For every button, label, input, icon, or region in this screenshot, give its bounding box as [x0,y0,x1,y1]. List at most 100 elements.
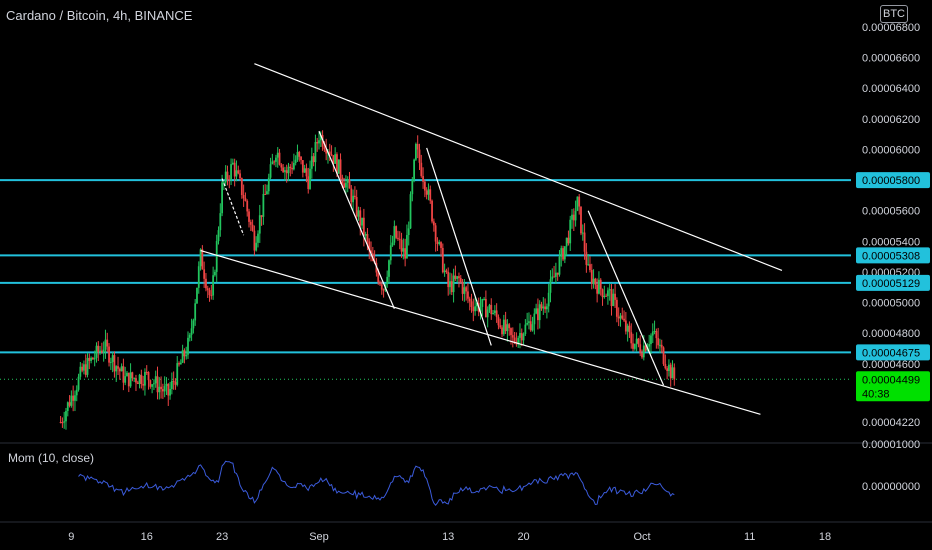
candle-body [511,335,514,338]
candle-body [583,232,586,252]
candle-body [608,289,611,291]
candle-body [407,228,410,236]
candle-body [253,230,256,251]
candle-body [447,271,450,288]
candle-body [249,221,252,225]
candle-body [454,275,457,279]
candle-body [174,382,177,385]
candle-body [144,371,146,386]
candle-body [553,276,555,278]
candle-body [501,327,503,335]
candle-body [666,368,669,372]
trend-line[interactable] [254,63,783,271]
candle-body [605,295,608,297]
candle-body [307,176,310,189]
candle-body [201,249,204,270]
candle-body [599,279,602,290]
candle-body [574,210,577,221]
candle-body [104,339,107,350]
candle-body [237,170,240,174]
candle-body [251,224,254,231]
candle-body [187,337,189,355]
candle-body [431,200,433,222]
candle-body [547,292,550,307]
candle-body [127,372,130,387]
candle-body [275,157,277,162]
candle-body [88,357,91,361]
level-price-label: 0.00004675 [862,347,920,359]
candle-body [499,325,502,328]
candle-body [563,246,566,260]
candle-body [432,221,435,226]
candle-body [624,320,627,332]
candle-body [221,182,223,214]
candle-body [328,151,331,155]
candle-body [305,168,308,177]
candle-body [178,363,180,365]
candle-body [353,195,356,198]
price-tick-label: 0.00005000 [862,298,920,310]
trend-line[interactable] [587,210,665,386]
trend-line[interactable] [426,147,492,346]
candle-body [248,211,250,222]
candle-body [140,374,143,385]
candle-body [231,162,234,165]
candle-body [508,324,511,329]
candle-body [276,152,279,158]
candle-body [210,295,213,297]
candle-body [668,364,670,372]
candle-body [519,332,521,338]
candle-body [592,278,595,284]
candle-body [246,200,249,212]
candle-body [199,249,202,267]
candle-body [517,337,520,345]
candle-body [533,313,536,325]
candle-body [156,376,159,393]
candle-body [664,363,667,369]
candle-body [612,293,615,307]
candle-body [434,225,437,242]
candle-body [102,349,105,353]
trend-line[interactable] [200,249,761,415]
candle-body [671,367,674,379]
candle-body [59,422,62,423]
price-tick-label: 0.00005400 [862,236,920,248]
candle-body [158,386,161,393]
candle-body [513,337,516,342]
trend-line[interactable] [221,178,245,236]
candle-body [196,287,198,304]
candle-body [422,176,424,182]
candle-body [526,322,529,325]
candle-body [472,307,475,312]
candle-body [361,217,363,226]
candle-body [368,241,371,251]
price-tick-label: 0.00006600 [862,53,920,65]
candle-body [463,287,466,294]
candle-body [400,239,403,252]
candle-body [325,149,328,154]
candle-body [242,195,245,199]
candle-body [142,384,145,386]
candle-body [467,291,469,299]
candle-body [149,380,152,387]
oscillator-tick-label: 0.00001000 [862,439,920,451]
candle-body [504,319,507,332]
currency-badge[interactable]: BTC [880,5,908,23]
candle-body [111,355,114,362]
price-tick-label: 0.00006400 [862,83,920,95]
trend-line[interactable] [318,130,395,309]
candle-body [495,310,498,318]
candle-body [309,168,311,189]
candle-body [659,344,661,346]
candle-body [540,304,543,309]
candle-body [294,159,297,163]
candle-body [587,264,590,266]
candle-body [228,179,231,181]
candle-body [427,189,430,195]
candle-body [535,308,538,314]
candle-body [380,284,383,290]
candle-body [303,168,306,173]
candle-body [129,372,132,387]
candle-body [502,319,505,335]
